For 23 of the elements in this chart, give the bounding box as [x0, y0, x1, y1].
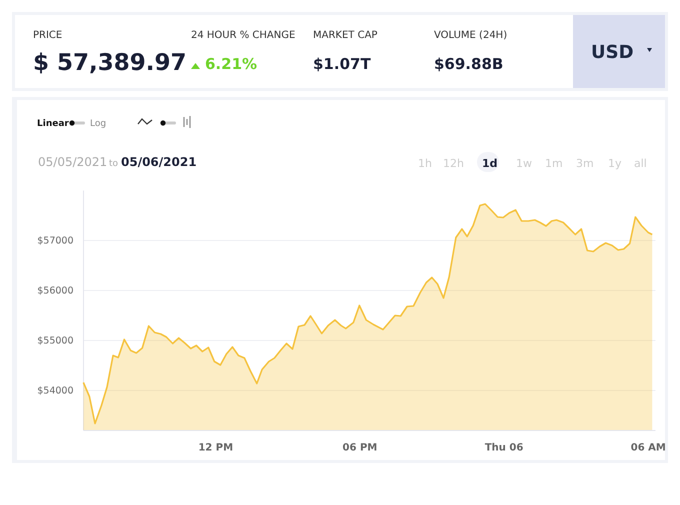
text: Log [90, 119, 106, 129]
text: 6.21% [205, 55, 258, 73]
text: $1.07T [313, 55, 371, 73]
text: 1d [482, 157, 498, 170]
text: 05/05/2021 [38, 155, 108, 169]
y-tick-label: $54000 [37, 386, 74, 396]
x-tick-label: 12 PM [198, 442, 234, 454]
y-tick-label: $55000 [37, 336, 74, 346]
x-tick-label: 06 AM [630, 442, 666, 454]
text: $69.88B [434, 55, 504, 73]
text: to [109, 159, 118, 169]
y-tick-label: $56000 [37, 286, 74, 296]
text: 05/06/2021 [121, 155, 197, 169]
text: 24 HOUR % CHANGE [191, 30, 296, 41]
text: PRICE [33, 30, 62, 41]
y-tick-label: $57000 [37, 236, 74, 246]
text: USD [591, 42, 634, 63]
text: Linear [37, 119, 69, 129]
text: $ 57,389.97 [33, 50, 187, 76]
text: MARKET CAP [313, 30, 378, 41]
x-tick-label: 06 PM [342, 442, 378, 454]
x-tick-label: Thu 06 [484, 442, 524, 454]
text: VOLUME (24H) [434, 30, 508, 41]
